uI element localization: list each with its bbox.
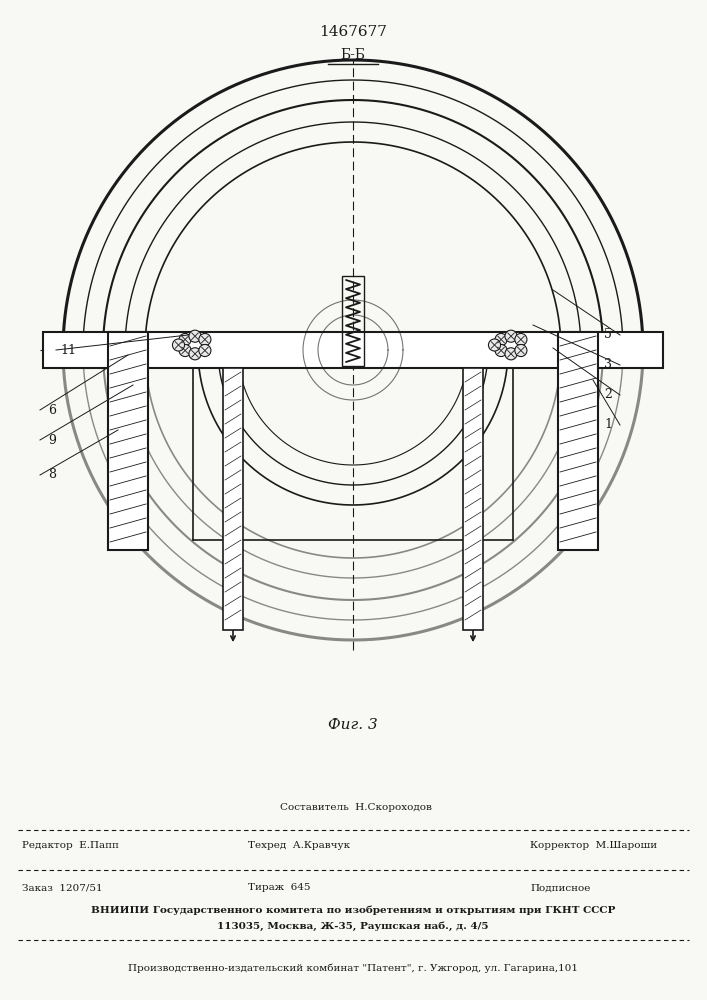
- Text: Заказ  1207/51: Заказ 1207/51: [22, 884, 103, 892]
- Circle shape: [199, 344, 211, 357]
- Circle shape: [515, 333, 527, 346]
- Text: 1467677: 1467677: [319, 25, 387, 39]
- Bar: [558, 332, 598, 550]
- Bar: [43, 332, 663, 368]
- Text: Тираж  645: Тираж 645: [248, 884, 310, 892]
- Text: 5: 5: [604, 328, 612, 342]
- Circle shape: [179, 344, 191, 357]
- Bar: [223, 368, 243, 630]
- Bar: [342, 276, 364, 366]
- Text: Подписное: Подписное: [530, 884, 590, 892]
- Text: ВНИИПИ Государственного комитета по изобретениям и открытиям при ГКНТ СССР: ВНИИПИ Государственного комитета по изоб…: [90, 905, 615, 915]
- Circle shape: [189, 348, 201, 360]
- Circle shape: [173, 339, 185, 351]
- Circle shape: [179, 333, 191, 346]
- Circle shape: [495, 344, 507, 357]
- Text: 8: 8: [48, 468, 56, 482]
- Circle shape: [515, 344, 527, 357]
- Text: Редактор  Е.Папп: Редактор Е.Папп: [22, 840, 119, 850]
- Bar: [463, 368, 483, 630]
- Text: Техред  А.Кравчук: Техред А.Кравчук: [248, 840, 350, 850]
- Circle shape: [189, 330, 201, 342]
- Circle shape: [495, 333, 507, 346]
- Text: Корректор  М.Шароши: Корректор М.Шароши: [530, 840, 657, 850]
- Text: 1: 1: [604, 418, 612, 432]
- Circle shape: [489, 339, 501, 351]
- Text: 2: 2: [604, 388, 612, 401]
- Text: 9: 9: [48, 434, 56, 446]
- Text: 11: 11: [60, 344, 76, 357]
- Circle shape: [199, 333, 211, 346]
- Circle shape: [505, 330, 517, 342]
- Bar: [108, 332, 148, 550]
- Text: Б-Б: Б-Б: [341, 48, 366, 62]
- Text: Составитель  Н.Скороходов: Составитель Н.Скороходов: [280, 804, 432, 812]
- Text: Производственно-издательский комбинат "Патент", г. Ужгород, ул. Гагарина,101: Производственно-издательский комбинат "П…: [128, 963, 578, 973]
- Circle shape: [505, 348, 517, 360]
- Text: Фиг. 3: Фиг. 3: [328, 718, 378, 732]
- Text: 3: 3: [604, 359, 612, 371]
- Text: 6: 6: [48, 403, 56, 416]
- Text: 113035, Москва, Ж-35, Раушская наб., д. 4/5: 113035, Москва, Ж-35, Раушская наб., д. …: [217, 921, 489, 931]
